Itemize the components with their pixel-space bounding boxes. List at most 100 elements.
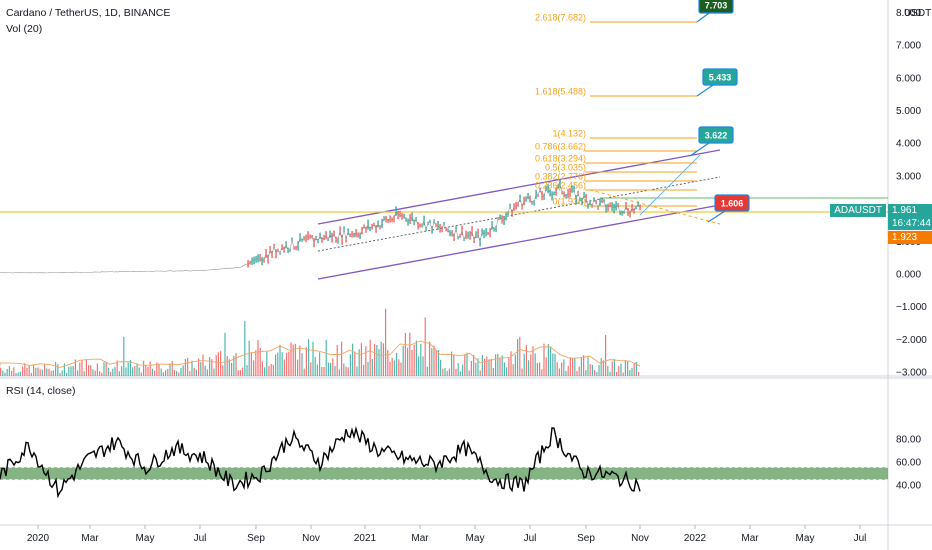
volume-bar (178, 372, 180, 376)
volume-bar (558, 368, 560, 376)
volume-bar (556, 362, 558, 376)
volume-bar (283, 359, 285, 376)
volume-bar (50, 370, 52, 376)
time-tick-label: Mar (411, 533, 429, 544)
volume-bar (132, 367, 134, 376)
time-tick-label: Sep (577, 533, 595, 544)
volume-bar (290, 342, 292, 376)
volume-bar (233, 355, 235, 376)
fib-level-label: 2.618(7.682) (535, 13, 586, 23)
volume-bar (187, 357, 189, 376)
volume-bar (94, 370, 96, 376)
price-callouts[interactable]: 7.703 5.433 3.622 1.606 (689, 0, 750, 223)
volume-bar (565, 371, 567, 376)
volume-bar (222, 365, 224, 376)
volume-bar (136, 363, 138, 376)
volume-bar (602, 360, 604, 376)
volume-bar (184, 359, 186, 376)
price-tick-label: 8.000 (896, 8, 921, 19)
volume-bar (37, 367, 39, 376)
volume-indicator-label[interactable]: Vol (20) (6, 23, 43, 35)
volume-bar (495, 354, 497, 376)
volume-bar (279, 344, 281, 376)
volume-bar (477, 358, 479, 376)
callout-box (698, 126, 734, 144)
volume-bar (620, 363, 622, 376)
volume-bar (415, 340, 417, 376)
volume-bar (561, 362, 563, 376)
volume-bar (552, 353, 554, 376)
volume-bar (24, 363, 26, 376)
volume-bar (378, 349, 380, 376)
volume-bar (426, 366, 428, 376)
volume-bar (206, 369, 208, 376)
price-tick-label: 5.000 (896, 106, 921, 117)
volume-bar (567, 365, 569, 376)
trend-channel[interactable] (0, 149, 888, 280)
volume-bar (345, 366, 347, 376)
time-tick-label: 2020 (27, 533, 50, 544)
volume-bar (431, 348, 433, 376)
volume-bar (162, 372, 164, 376)
volume-bar (398, 359, 400, 376)
countdown-tag: 16:47:44 (888, 217, 932, 230)
volume-bar (281, 352, 283, 376)
volume-bar (541, 369, 543, 376)
volume-bar (83, 371, 85, 376)
callout-box (714, 194, 750, 212)
volume-bar (11, 370, 13, 376)
volume-bar (156, 362, 158, 376)
callout-box (698, 0, 734, 14)
volume-bar (336, 345, 338, 376)
volume-bar (407, 347, 409, 376)
volume-bar (536, 362, 538, 376)
callout-pointer (689, 142, 710, 157)
volume-bar (286, 352, 288, 376)
volume-bar (4, 372, 6, 376)
volume-bar (147, 366, 149, 376)
volume-bar (52, 370, 54, 376)
volume-bar (497, 353, 499, 376)
volume-bar (127, 362, 129, 376)
volume-bar (226, 355, 228, 376)
volume-bar (400, 362, 402, 376)
volume-bar (44, 363, 46, 376)
volume-bar (563, 359, 565, 376)
chart-title[interactable]: Cardano / TetherUS, 1D, BINANCE (6, 7, 171, 19)
volume-bar (446, 371, 448, 376)
volume-bar (297, 359, 299, 376)
volume-bar (6, 368, 8, 376)
volume-bar (301, 353, 303, 376)
rsi-indicator-label[interactable]: RSI (14, close) (6, 385, 76, 397)
volume-bar (103, 362, 105, 376)
volume-bar (253, 360, 255, 376)
volume-bar (88, 365, 90, 376)
price-tick-label: 3.000 (896, 171, 921, 182)
volume-bar (605, 335, 607, 376)
volume-bar (369, 339, 371, 376)
volume-bar (303, 368, 305, 376)
volume-bar (107, 367, 109, 376)
volume-bar (633, 362, 635, 376)
volume-bar (224, 332, 226, 376)
projection-line (639, 154, 701, 216)
volume-bar (376, 344, 378, 376)
volume-bar (627, 361, 629, 376)
volume-bar (169, 363, 171, 376)
volume-bar (382, 343, 384, 376)
volume-bar (589, 364, 591, 376)
volume-bar (334, 366, 336, 376)
volume-bar (70, 366, 72, 376)
volume-bar (193, 367, 195, 376)
volume-bar (492, 367, 494, 376)
volume-bar (534, 353, 536, 376)
volume-bar (17, 372, 19, 376)
volume-bar (204, 365, 206, 376)
volume-bar (167, 369, 169, 376)
volume-bar (528, 360, 530, 376)
volume-bar (371, 359, 373, 376)
volume-bar (248, 340, 250, 376)
volume-bar (305, 347, 307, 376)
fibonacci-extension[interactable]: 2.618(7.682) 1.618(5.488) 1(4.132) 0.786(3.… (535, 13, 697, 207)
